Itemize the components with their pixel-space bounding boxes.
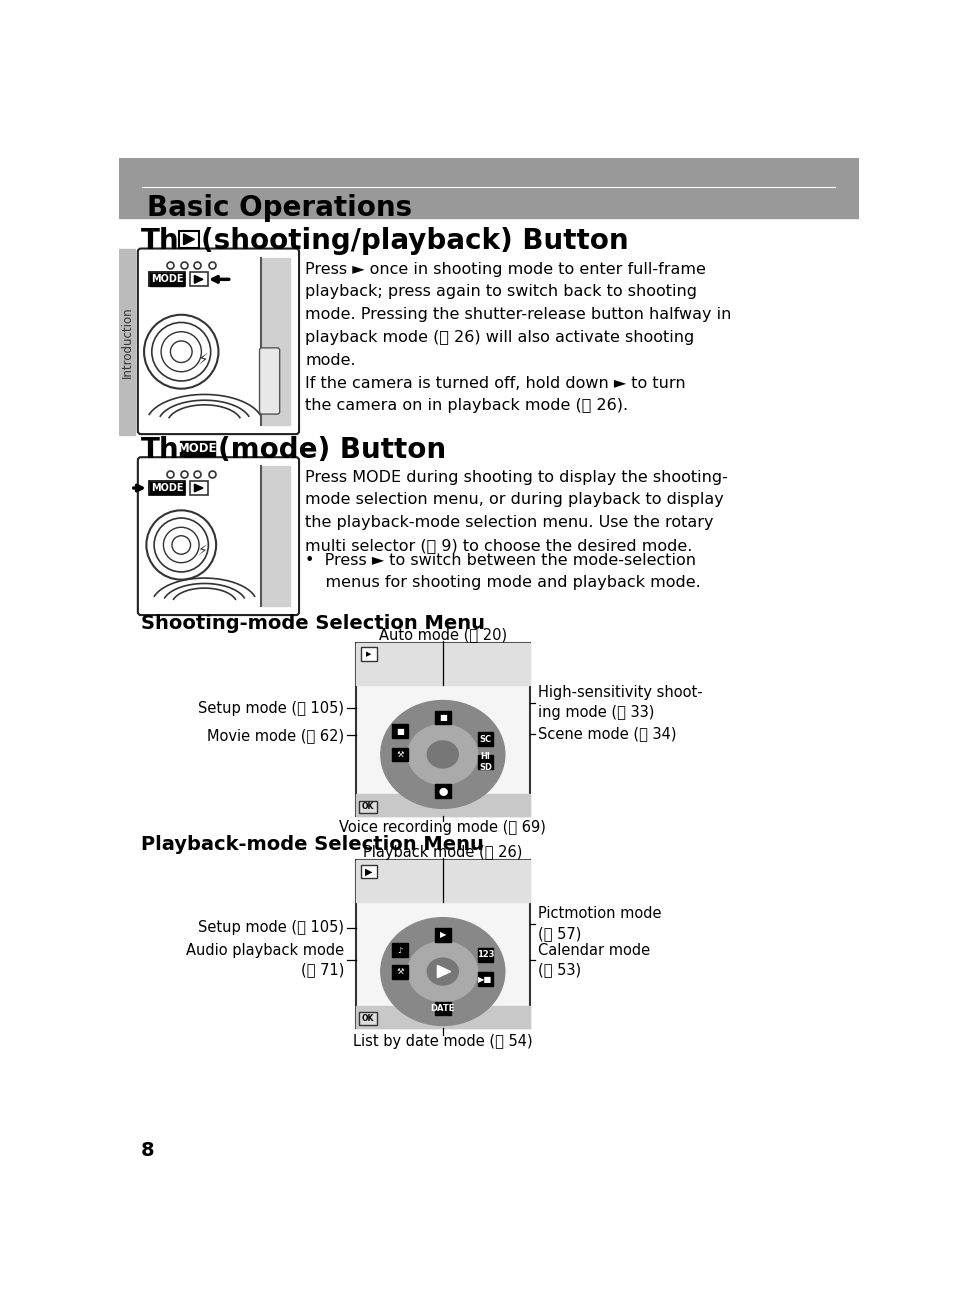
Text: ⚒: ⚒ bbox=[396, 967, 403, 976]
FancyBboxPatch shape bbox=[137, 457, 298, 615]
Bar bbox=[150, 273, 184, 285]
Text: Introduction: Introduction bbox=[120, 306, 133, 377]
Text: ⬤: ⬤ bbox=[437, 787, 447, 796]
Text: Scene mode (Ⓡ 34): Scene mode (Ⓡ 34) bbox=[537, 727, 676, 741]
Text: ▶: ▶ bbox=[439, 930, 446, 940]
Bar bbox=[119, 248, 134, 435]
Bar bbox=[435, 784, 450, 799]
Text: Pictmotion mode
(Ⓡ 57): Pictmotion mode (Ⓡ 57) bbox=[537, 907, 660, 941]
Text: Calendar mode
(Ⓡ 53): Calendar mode (Ⓡ 53) bbox=[537, 942, 649, 978]
Text: List by date mode (Ⓡ 54): List by date mode (Ⓡ 54) bbox=[353, 1034, 532, 1049]
Text: DATE: DATE bbox=[430, 1004, 455, 1013]
Bar bbox=[477, 947, 493, 962]
Ellipse shape bbox=[427, 741, 457, 767]
Text: SC: SC bbox=[478, 735, 491, 744]
Bar bbox=[477, 756, 493, 769]
Text: Basic Operations: Basic Operations bbox=[147, 193, 412, 222]
Text: ▶: ▶ bbox=[365, 866, 373, 876]
Text: Playback mode (Ⓡ 26): Playback mode (Ⓡ 26) bbox=[363, 845, 522, 859]
Circle shape bbox=[172, 536, 191, 555]
Text: ♪: ♪ bbox=[397, 946, 402, 954]
FancyBboxPatch shape bbox=[259, 348, 279, 414]
Ellipse shape bbox=[427, 958, 457, 986]
Bar bbox=[392, 748, 408, 761]
Text: Voice recording mode (Ⓡ 69): Voice recording mode (Ⓡ 69) bbox=[339, 820, 546, 836]
FancyBboxPatch shape bbox=[358, 800, 377, 813]
Text: ■: ■ bbox=[395, 727, 404, 736]
Text: The: The bbox=[141, 436, 198, 464]
Text: Setup mode (Ⓡ 105): Setup mode (Ⓡ 105) bbox=[198, 700, 344, 716]
Bar bbox=[261, 258, 290, 424]
Bar bbox=[119, 158, 858, 218]
Text: ⚡: ⚡ bbox=[198, 544, 208, 558]
Bar bbox=[355, 643, 530, 816]
Text: Setup mode (Ⓡ 105): Setup mode (Ⓡ 105) bbox=[198, 920, 344, 936]
Text: If the camera is turned off, hold down ► to turn
the camera on in playback mode : If the camera is turned off, hold down ►… bbox=[305, 376, 685, 414]
Text: HI
SD: HI SD bbox=[478, 753, 492, 771]
Bar bbox=[392, 724, 408, 738]
Bar bbox=[150, 482, 184, 494]
Text: MODE: MODE bbox=[177, 443, 217, 455]
Text: ▶■: ▶■ bbox=[477, 975, 492, 984]
Text: ▶: ▶ bbox=[366, 652, 371, 657]
FancyBboxPatch shape bbox=[179, 231, 199, 248]
Bar bbox=[392, 964, 408, 979]
FancyBboxPatch shape bbox=[190, 272, 208, 286]
FancyBboxPatch shape bbox=[358, 1012, 377, 1025]
Ellipse shape bbox=[408, 942, 477, 1001]
Bar bbox=[261, 466, 290, 606]
Ellipse shape bbox=[380, 917, 504, 1025]
Bar bbox=[435, 928, 450, 942]
Bar bbox=[477, 732, 493, 746]
Text: ⚒: ⚒ bbox=[396, 750, 403, 759]
Text: OK: OK bbox=[361, 803, 374, 811]
Polygon shape bbox=[194, 484, 203, 491]
Bar bbox=[435, 1001, 450, 1016]
Text: Movie mode (Ⓡ 62): Movie mode (Ⓡ 62) bbox=[207, 728, 344, 742]
FancyBboxPatch shape bbox=[360, 865, 376, 878]
Bar bbox=[355, 1007, 530, 1028]
FancyBboxPatch shape bbox=[360, 648, 376, 661]
Text: (shooting/playback) Button: (shooting/playback) Button bbox=[200, 227, 628, 255]
Text: 123: 123 bbox=[476, 950, 494, 959]
Text: 8: 8 bbox=[141, 1142, 154, 1160]
Text: Shooting-mode Selection Menu: Shooting-mode Selection Menu bbox=[141, 614, 484, 633]
Text: MODE: MODE bbox=[151, 275, 183, 284]
Circle shape bbox=[171, 340, 192, 363]
Text: MODE: MODE bbox=[151, 484, 183, 493]
Polygon shape bbox=[194, 276, 203, 284]
Bar bbox=[477, 972, 493, 987]
Text: ⚡: ⚡ bbox=[197, 352, 208, 367]
Text: Press ► once in shooting mode to enter full-frame
playback; press again to switc: Press ► once in shooting mode to enter f… bbox=[305, 261, 731, 368]
Bar bbox=[355, 859, 530, 903]
Text: High-sensitivity shoot-
ing mode (Ⓡ 33): High-sensitivity shoot- ing mode (Ⓡ 33) bbox=[537, 686, 701, 720]
Ellipse shape bbox=[408, 724, 477, 784]
FancyBboxPatch shape bbox=[190, 481, 208, 495]
Text: OK: OK bbox=[361, 1014, 374, 1024]
Bar bbox=[355, 795, 530, 816]
Polygon shape bbox=[183, 234, 194, 244]
Text: (mode) Button: (mode) Button bbox=[218, 436, 446, 464]
Text: ■: ■ bbox=[438, 714, 446, 721]
Text: The: The bbox=[141, 227, 198, 255]
Polygon shape bbox=[436, 966, 450, 978]
Text: Playback-mode Selection Menu: Playback-mode Selection Menu bbox=[141, 834, 483, 854]
Text: Press MODE during shooting to display the shooting-
mode selection menu, or duri: Press MODE during shooting to display th… bbox=[305, 469, 727, 553]
Bar bbox=[435, 711, 450, 724]
Text: •  Press ► to switch between the mode-selection
    menus for shooting mode and : • Press ► to switch between the mode-sel… bbox=[305, 553, 700, 590]
Text: Audio playback mode
(Ⓡ 71): Audio playback mode (Ⓡ 71) bbox=[186, 942, 344, 978]
Text: Auto mode (Ⓡ 20): Auto mode (Ⓡ 20) bbox=[378, 628, 506, 643]
FancyBboxPatch shape bbox=[137, 248, 298, 434]
Bar bbox=[179, 442, 215, 456]
Bar bbox=[355, 859, 530, 1028]
Bar bbox=[392, 943, 408, 957]
Ellipse shape bbox=[380, 700, 504, 808]
Bar bbox=[355, 643, 530, 685]
